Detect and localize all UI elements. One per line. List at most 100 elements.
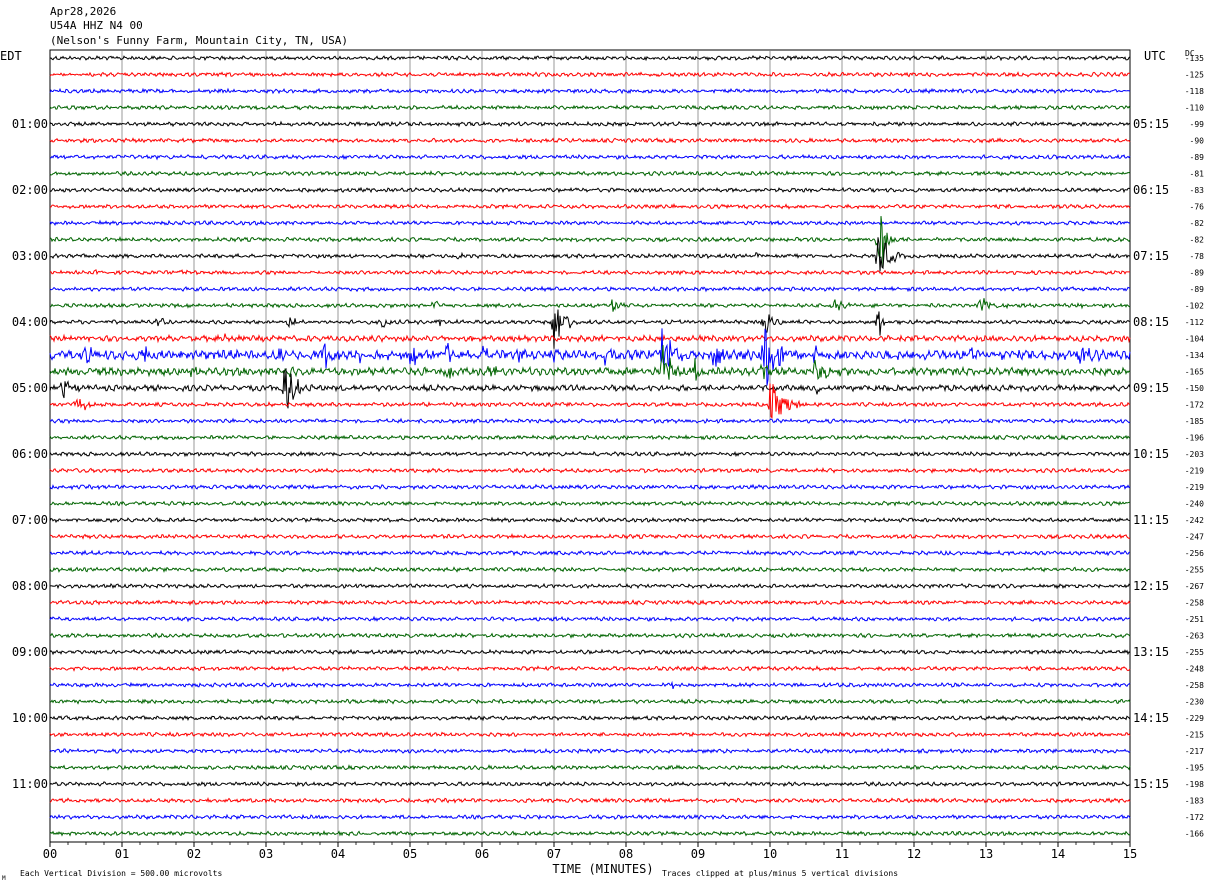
dc-offset-label: -251 [1185, 615, 1204, 624]
trace-row-15 [49, 298, 1131, 312]
edt-hour-label: 09:00 [12, 645, 48, 659]
trace-row-1 [49, 71, 1131, 78]
trace-row-32 [49, 582, 1131, 590]
edt-hour-label: 07:00 [12, 513, 48, 527]
header-date: Apr28,2026 [50, 5, 117, 18]
trace-row-6 [49, 153, 1131, 161]
trace-row-46 [49, 813, 1131, 821]
utc-hour-label: 10:15 [1133, 447, 1169, 461]
x-tick-label: 01 [115, 847, 129, 861]
dc-offset-label: -81 [1190, 170, 1205, 179]
trace-row-21 [49, 383, 1131, 419]
dc-title: DC [1185, 49, 1195, 58]
trace-row-11 [49, 216, 1131, 268]
dc-offset-label: -102 [1185, 302, 1204, 311]
trace-row-39 [49, 698, 1131, 705]
edt-hour-label: 01:00 [12, 117, 48, 131]
trace-row-43 [49, 764, 1131, 771]
trace-row-25 [49, 467, 1131, 474]
dc-offset-label: -134 [1185, 351, 1204, 360]
dc-offset-label: -258 [1185, 599, 1204, 608]
dc-offset-label: -229 [1185, 714, 1204, 723]
trace-row-23 [49, 434, 1131, 441]
trace-row-10 [49, 219, 1131, 227]
trace-row-41 [49, 731, 1131, 738]
trace-row-45 [49, 796, 1131, 804]
dc-offset-label: -125 [1185, 71, 1204, 80]
dc-offset-label: -172 [1185, 813, 1204, 822]
dc-offset-label: -255 [1185, 648, 1204, 657]
axis-labels: 00 01 02 03 04 05 06 07 08 09 10 11 12 13 14 15 -135 -125… [0, 49, 1204, 882]
trace-row-34 [49, 615, 1131, 623]
dc-offset-label: -242 [1185, 516, 1204, 525]
trace-row-14 [49, 285, 1131, 293]
dc-offset-label: -150 [1185, 384, 1204, 393]
dc-offset-label: -99 [1190, 120, 1205, 129]
dc-offset-label: -172 [1185, 401, 1204, 410]
dc-offset-label: -76 [1190, 203, 1205, 212]
utc-hour-label: 07:15 [1133, 249, 1169, 263]
utc-hour-label: 06:15 [1133, 183, 1169, 197]
edt-hour-label: 08:00 [12, 579, 48, 593]
x-tick-label: 05 [403, 847, 417, 861]
x-tick-label: 15 [1123, 847, 1137, 861]
trace-row-36 [49, 648, 1131, 656]
dc-offset-label: -230 [1185, 698, 1204, 707]
x-tick-label: 11 [835, 847, 849, 861]
x-tick-label: 00 [43, 847, 57, 861]
trace-row-35 [49, 632, 1131, 639]
trace-row-3 [49, 104, 1131, 111]
utc-hour-label: 13:15 [1133, 645, 1169, 659]
edt-hour-label: 06:00 [12, 447, 48, 461]
dc-offset-label: -89 [1190, 269, 1205, 278]
dc-offset-label: -104 [1185, 335, 1204, 344]
x-tick-label: 14 [1051, 847, 1065, 861]
dc-offset-label: -263 [1185, 632, 1204, 641]
trace-row-12 [50, 237, 1131, 272]
dc-offset-label: -248 [1185, 665, 1204, 674]
x-tick-label: 02 [187, 847, 201, 861]
dc-offset-label: -135 [1185, 54, 1204, 63]
trace-row-44 [49, 780, 1131, 788]
dc-offset-label: -112 [1185, 318, 1204, 327]
edt-hour-label: 04:00 [12, 315, 48, 329]
dc-offset-label: -255 [1185, 566, 1204, 575]
corner-mark: M [2, 875, 6, 882]
trace-row-16 [49, 309, 1131, 349]
dc-offset-label: -185 [1185, 417, 1204, 426]
dc-offset-label: -118 [1185, 87, 1204, 96]
dc-offset-label: -240 [1185, 500, 1204, 509]
trace-row-5 [49, 137, 1131, 144]
header-location: (Nelson's Funny Farm, Mountain City, TN,… [50, 34, 349, 47]
dc-offset-label: -83 [1190, 186, 1205, 195]
trace-row-30 [49, 549, 1131, 557]
trace-row-37 [49, 664, 1131, 673]
x-tick-label: 03 [259, 847, 273, 861]
dc-offset-label: -203 [1185, 450, 1204, 459]
header-station: U54A HHZ N4 00 [50, 19, 143, 32]
utc-hour-label: 09:15 [1133, 381, 1169, 395]
x-tick-label: 08 [619, 847, 633, 861]
edt-hour-label: 05:00 [12, 381, 48, 395]
trace-row-7 [49, 170, 1131, 177]
dc-offset-label: -217 [1185, 747, 1204, 756]
trace-row-28 [49, 516, 1131, 524]
trace-row-8 [49, 186, 1131, 194]
x-tick-label: 09 [691, 847, 705, 861]
utc-hour-label: 05:15 [1133, 117, 1169, 131]
x-tick-label: 13 [979, 847, 993, 861]
x-axis-title: TIME (MINUTES) [552, 862, 653, 876]
x-tick-label: 04 [331, 847, 345, 861]
trace-row-47 [49, 830, 1131, 837]
trace-row-18 [49, 328, 1131, 386]
dc-offset-label: -165 [1185, 368, 1204, 377]
trace-row-42 [49, 747, 1131, 755]
dc-offset-label: -166 [1185, 830, 1204, 839]
dc-offset-label: -82 [1190, 236, 1205, 245]
scale-note: Each Vertical Division = 500.00 microvol… [20, 869, 222, 878]
dc-offset-label: -195 [1185, 764, 1204, 773]
trace-row-22 [49, 417, 1131, 425]
trace-row-24 [49, 450, 1131, 458]
trace-row-29 [49, 532, 1131, 540]
